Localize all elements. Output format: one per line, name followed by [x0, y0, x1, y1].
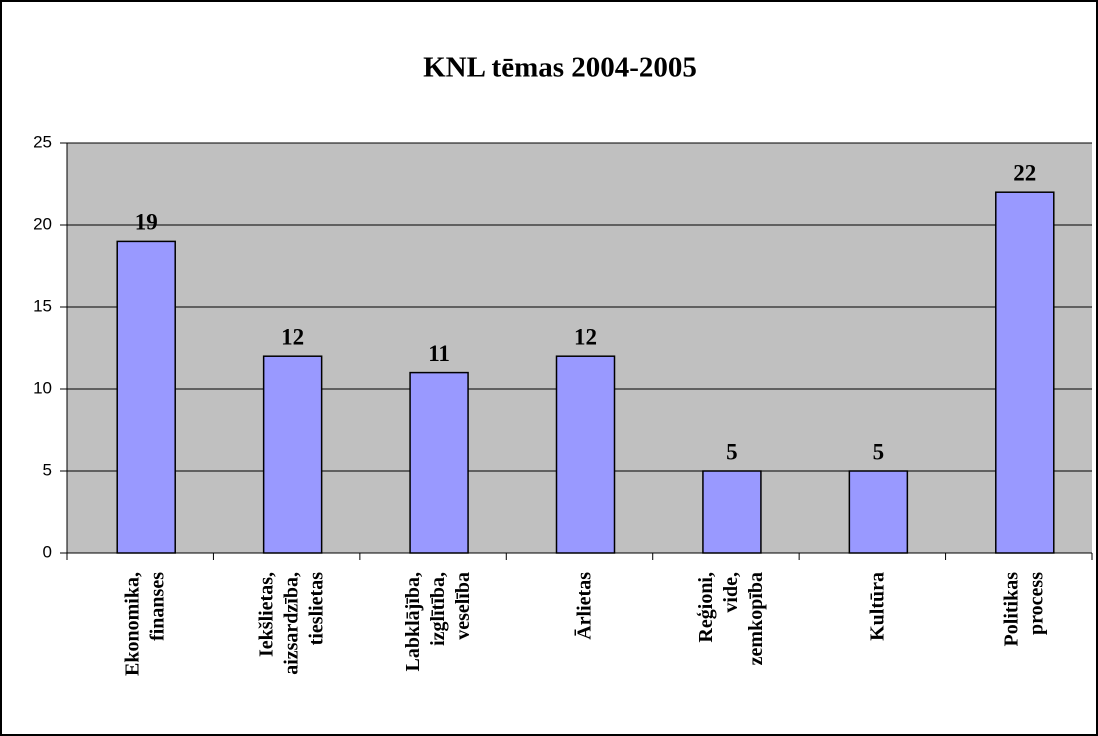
- value-label: 19: [135, 210, 158, 235]
- bar: [995, 191, 1055, 554]
- x-tick-label: Iekšlietas, aizsardzība, tieslietas: [255, 572, 327, 675]
- value-label: 11: [428, 341, 450, 366]
- y-tick-label: 10: [33, 378, 52, 397]
- x-tick-label: Labklājība, izglītība, veselība: [402, 572, 474, 671]
- y-tick-label: 20: [33, 214, 52, 233]
- x-tick-label: Ekonomika, finanses: [121, 572, 168, 676]
- bar: [848, 470, 909, 554]
- chart-title: KNL tēmas 2004-2005: [423, 52, 697, 84]
- bar: [262, 355, 323, 554]
- bar: [702, 470, 762, 554]
- y-tick-label: 25: [33, 132, 52, 151]
- x-tick-label: Kultūra: [866, 572, 888, 641]
- y-tick-label: 0: [43, 542, 52, 561]
- x-tick-label: Reģioni, vide, zemkopība: [695, 572, 767, 665]
- value-label: 5: [726, 439, 738, 464]
- y-tick-label: 5: [43, 460, 52, 479]
- value-label: 22: [1013, 160, 1036, 185]
- x-tick-label: Politikas process: [1000, 572, 1047, 647]
- bar: [116, 240, 176, 554]
- y-tick-label: 15: [33, 296, 52, 315]
- value-label: 12: [574, 324, 597, 349]
- bar: [409, 371, 469, 554]
- value-label: 5: [873, 439, 885, 464]
- value-label: 12: [281, 324, 304, 349]
- bar: [555, 355, 616, 554]
- x-tick-label: Ārlietas: [573, 572, 595, 640]
